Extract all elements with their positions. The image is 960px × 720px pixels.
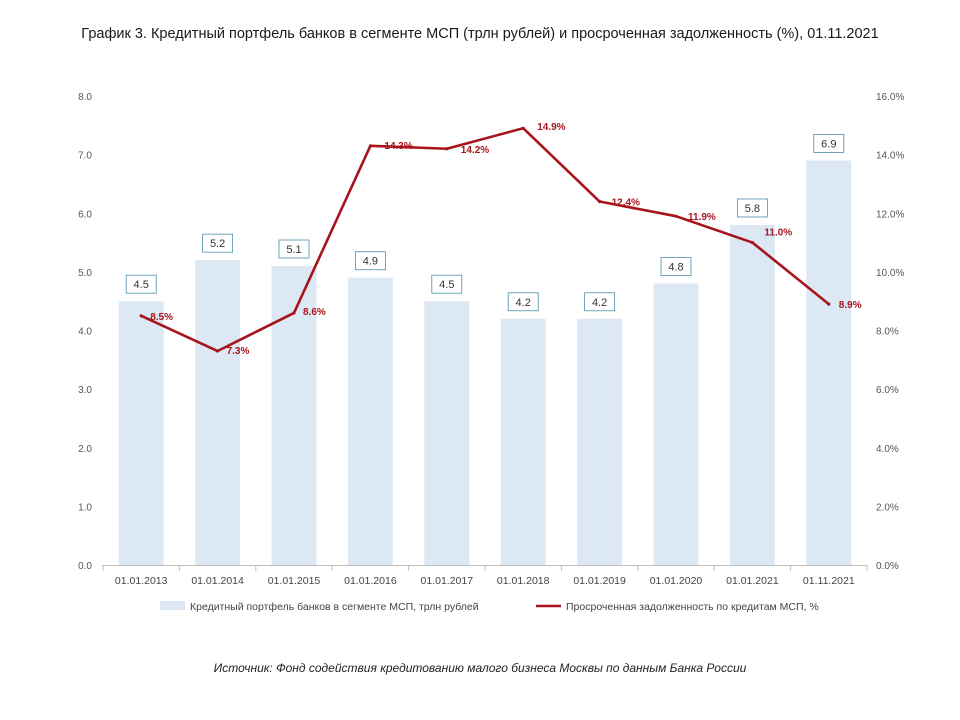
line-point bbox=[292, 311, 296, 315]
x-tick-label: 01.01.2019 bbox=[573, 575, 626, 587]
bar-label-box bbox=[278, 239, 310, 259]
bar-data-label: 5.2 bbox=[210, 238, 225, 250]
x-tick-label: 01.01.2020 bbox=[650, 575, 703, 587]
y-right-tick-label: 12.0% bbox=[876, 209, 904, 220]
legend-swatch-bar bbox=[160, 601, 185, 610]
bar bbox=[118, 301, 164, 565]
line-data-label: 12.4% bbox=[612, 198, 640, 209]
line-data-label: 14.9% bbox=[537, 122, 565, 133]
line-data-labels: 8.5% 7.3% 8.6% 14.3% 14.2% 14.9% 12.4% 11.9% 11.… bbox=[150, 122, 862, 357]
line-point bbox=[521, 126, 525, 130]
bar-label-box bbox=[125, 274, 157, 294]
line-data-label: 8.5% bbox=[150, 312, 173, 323]
line-data-label: 8.6% bbox=[303, 307, 326, 318]
bar bbox=[195, 260, 241, 565]
bar-data-label: 5.8 bbox=[745, 203, 760, 215]
bar-label-box bbox=[354, 251, 386, 271]
source-note: Источник: Фонд содействия кредитованию м… bbox=[213, 661, 747, 675]
bar-data-label: 4.8 bbox=[668, 262, 683, 274]
legend-label-line: Просроченная задолженность по кредитам М… bbox=[566, 601, 819, 613]
x-tick-label: 01.01.2014 bbox=[191, 575, 244, 587]
line-point bbox=[750, 240, 755, 245]
bar-label-box bbox=[431, 274, 463, 294]
y-left-tick-label: 4.0 bbox=[78, 327, 92, 338]
bar-series bbox=[118, 160, 852, 566]
line-path bbox=[140, 126, 830, 353]
y-left-tick-label: 7.0 bbox=[78, 151, 92, 162]
line-data-label: 14.3% bbox=[384, 141, 412, 152]
bar bbox=[347, 277, 393, 565]
x-tick-label: 01.01.2016 bbox=[344, 575, 397, 587]
bar-label-box bbox=[202, 233, 234, 253]
bar bbox=[729, 224, 775, 565]
y-right-tick-label: 4.0% bbox=[876, 444, 899, 455]
chart-title: График 3. Кредитный портфель банков в се… bbox=[81, 26, 879, 42]
bar bbox=[577, 318, 623, 565]
line-data-label: 11.0% bbox=[764, 228, 792, 239]
line-point bbox=[368, 144, 372, 148]
bar-data-label: 4.5 bbox=[439, 279, 454, 291]
line-point bbox=[827, 302, 831, 306]
bar-label-box bbox=[507, 292, 539, 312]
y-left-tick-label: 3.0 bbox=[78, 385, 92, 396]
y-right-tick-label: 8.0% bbox=[876, 327, 899, 338]
bar bbox=[424, 301, 470, 565]
x-tick-label: 01.11.2021 bbox=[803, 575, 855, 587]
line-point bbox=[139, 314, 143, 318]
y-left-tick-label: 8.0 bbox=[78, 92, 92, 103]
line-data-label: 8.9% bbox=[839, 300, 862, 311]
y-right-tick-label: 16.0% bbox=[876, 92, 904, 103]
line-point bbox=[445, 147, 449, 151]
x-tick-label: 01.01.2013 bbox=[115, 575, 168, 587]
chart-axes: 01.01.2013 01.01.2014 01.01.2015 01.01.2016… bbox=[78, 92, 904, 587]
bar-data-label: 4.9 bbox=[363, 256, 378, 268]
line-data-label: 11.9% bbox=[688, 212, 716, 223]
bar-data-label: 4.2 bbox=[592, 297, 607, 309]
bar-data-label: 4.5 bbox=[134, 279, 149, 291]
x-tick-label: 01.01.2021 bbox=[726, 575, 779, 587]
bar-data-label: 4.2 bbox=[516, 297, 531, 309]
y-right-tick-label: 14.0% bbox=[876, 151, 904, 162]
y-right-tick-label: 2.0% bbox=[876, 502, 899, 513]
bar-label-box bbox=[660, 257, 692, 277]
y-left-tick-label: 6.0 bbox=[78, 209, 92, 220]
x-tick-label: 01.01.2015 bbox=[268, 575, 321, 587]
y-right-tick-label: 6.0% bbox=[876, 385, 899, 396]
bar bbox=[500, 318, 546, 565]
line-series bbox=[139, 126, 831, 353]
y-left-tick-label: 1.0 bbox=[78, 502, 92, 513]
y-left-tick-label: 2.0 bbox=[78, 444, 92, 455]
line-data-label: 14.2% bbox=[461, 145, 489, 156]
bar-label-box bbox=[813, 134, 845, 153]
bar-data-label: 6.9 bbox=[821, 138, 836, 150]
bar bbox=[271, 266, 317, 565]
bar-label-box bbox=[584, 292, 615, 312]
line-point bbox=[598, 199, 602, 204]
bar bbox=[806, 160, 852, 566]
y-right-tick-label: 10.0% bbox=[876, 268, 904, 279]
x-tick-label: 01.01.2017 bbox=[421, 575, 474, 587]
y-right-tick-label: 0.0% bbox=[876, 561, 899, 572]
line-point bbox=[216, 349, 220, 353]
bar-label-box bbox=[737, 198, 768, 218]
legend-label-bar: Кредитный портфель банков в сегменте МСП… bbox=[190, 601, 479, 613]
y-left-tick-label: 5.0 bbox=[78, 268, 92, 279]
y-left-tick-label: 0.0 bbox=[78, 561, 92, 572]
bar bbox=[653, 283, 699, 565]
line-point bbox=[674, 214, 678, 218]
bar-data-labels: 4.5 5.2 5.1 4.9 4.5 4.2 4.2 4.8 5.8 6.9 bbox=[125, 134, 845, 312]
x-tick-label: 01.01.2018 bbox=[497, 575, 550, 587]
line-data-label: 7.3% bbox=[227, 346, 250, 357]
bar-data-label: 5.1 bbox=[286, 244, 301, 256]
legend: Кредитный портфель банков в сегменте МСП… bbox=[160, 601, 819, 613]
